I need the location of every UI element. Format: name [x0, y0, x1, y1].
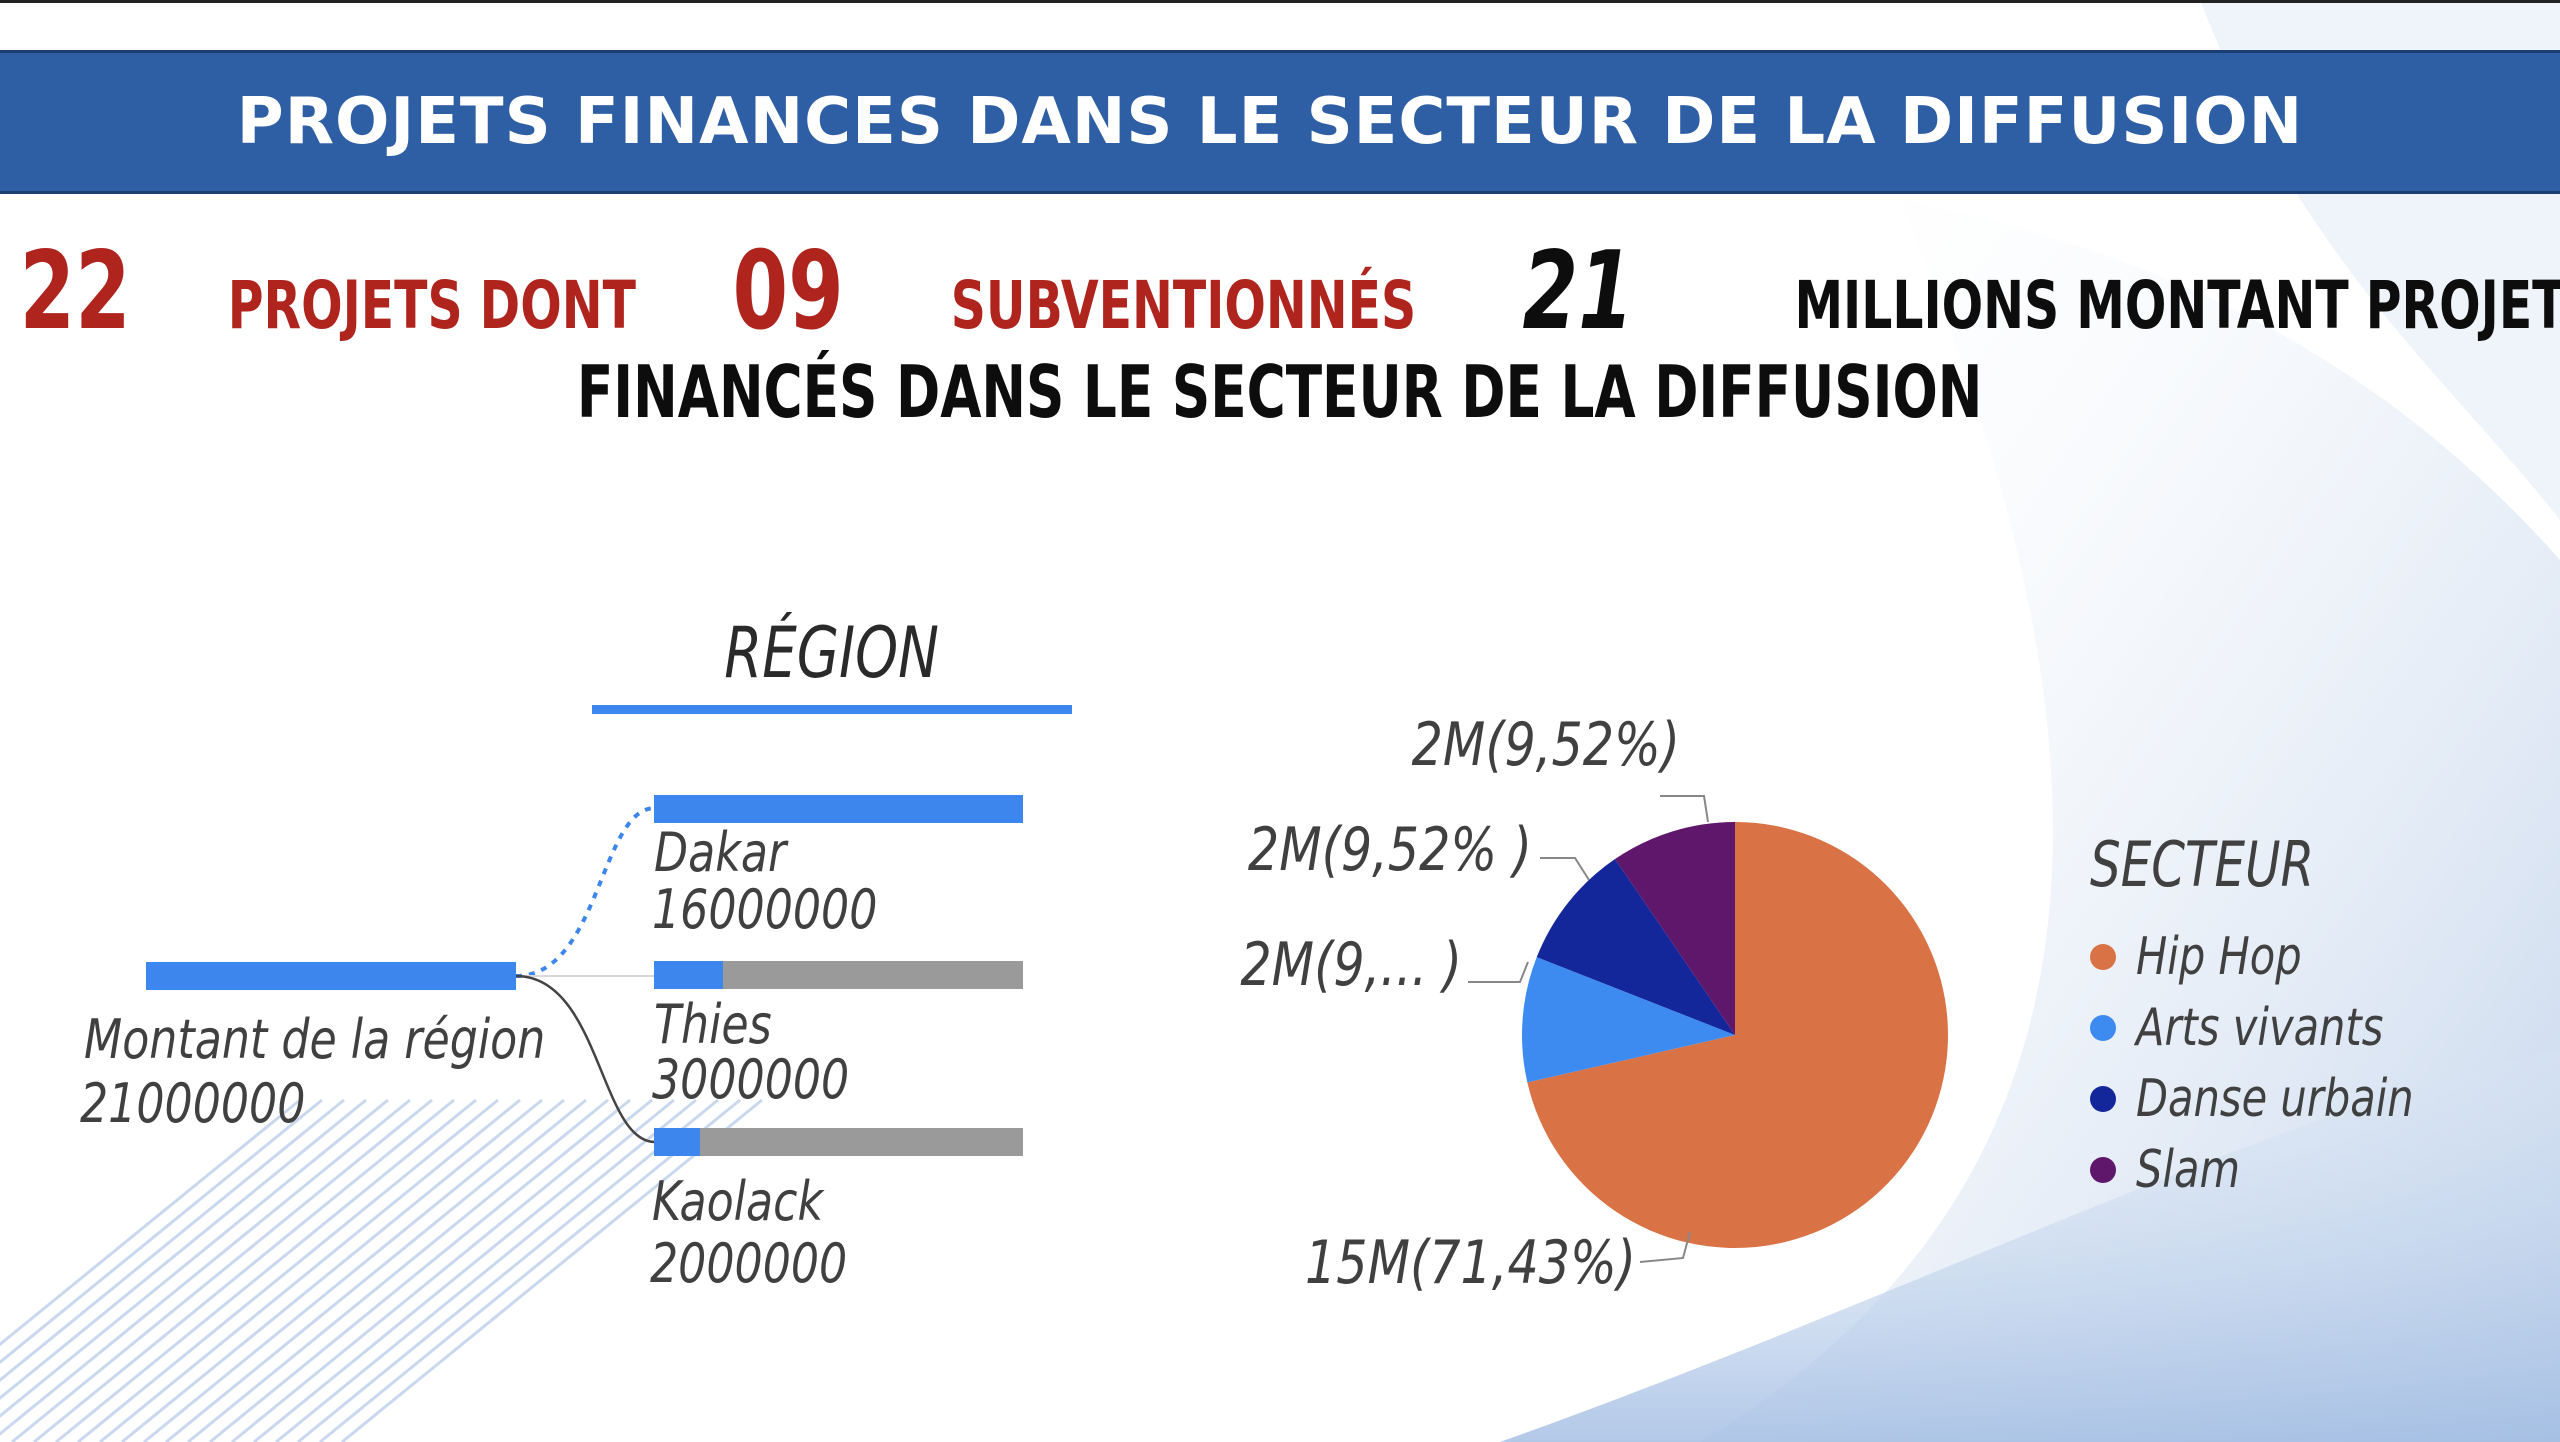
label-kaolack: Kaolack	[652, 1170, 824, 1233]
bg-stripe	[231, 1098, 653, 1442]
pie-slice-arts-vivants[interactable]	[1522, 957, 1735, 1083]
headline-line-2: FINANCÉS DANS LE SECTEUR DE LA DIFFUSION	[0, 350, 2560, 434]
bar-kaolack[interactable]	[654, 1128, 1023, 1156]
bg-stripe	[121, 1098, 543, 1442]
projects-text: PROJETS DONT	[227, 267, 636, 344]
bar-thies-fill	[654, 961, 724, 989]
region-underline	[592, 705, 1072, 714]
legend-label: Danse urbain	[2136, 1069, 2414, 1129]
bg-stripe	[297, 1098, 719, 1442]
bg-stripe	[0, 1098, 389, 1418]
bar-dakar-fill	[654, 795, 1023, 823]
region-title: RÉGION	[592, 612, 1072, 694]
legend-dot	[2090, 944, 2116, 970]
subsidized-text: SUBVENTIONNÉS	[950, 267, 1417, 344]
bar-thies[interactable]	[654, 961, 1023, 989]
legend-item-arts-vivants[interactable]: Arts vivants	[2090, 996, 2445, 1060]
label-thies: Thies	[654, 993, 772, 1056]
bg-stripe	[0, 1098, 367, 1400]
bg-stripe	[0, 1098, 345, 1383]
bg-stripe	[77, 1098, 499, 1442]
top-border	[0, 0, 2560, 3]
label-dakar: Dakar	[654, 821, 787, 884]
pie-slice-danse-urbain[interactable]	[1536, 859, 1735, 1035]
root-bar[interactable]	[146, 962, 516, 990]
root-label: Montant de la région	[84, 1008, 546, 1071]
projects-count: 22	[19, 229, 131, 354]
region-title-text: RÉGION	[724, 612, 940, 694]
bg-stripe	[165, 1098, 587, 1442]
bg-stripe	[0, 1098, 411, 1436]
legend-label: Slam	[2136, 1140, 2240, 1200]
value-thies: 3000000	[652, 1048, 850, 1111]
value-kaolack: 2000000	[650, 1232, 848, 1295]
headline-line-1: 22 PROJETS DONT 09 SUBVENTIONNÉS 21 MILL…	[0, 232, 2560, 366]
amount-value: 21	[1523, 229, 1635, 354]
pie-leader-line	[1639, 1231, 1691, 1263]
legend-dot	[2090, 1015, 2116, 1041]
pie-data-label: 2M(9,... )	[1240, 929, 1462, 999]
pie-leader-line	[1660, 795, 1709, 823]
legend-label: Hip Hop	[2136, 927, 2302, 987]
pie-slice-slam[interactable]	[1615, 822, 1735, 1035]
pie-data-label: 2M(9,52%)	[1412, 709, 1680, 779]
legend-label: Arts vivants	[2136, 998, 2384, 1058]
pie-data-label: 15M(71,43%)	[1305, 1227, 1636, 1297]
root-value: 21000000	[80, 1072, 306, 1135]
bg-stripe	[55, 1098, 477, 1442]
pie-leader-line	[1468, 961, 1529, 983]
bg-stripe	[341, 1098, 763, 1442]
bg-stripe	[0, 1098, 323, 1365]
pie-slice-hip-hop[interactable]	[1527, 822, 1949, 1249]
pie-data-label: 2M(9,52% )	[1248, 814, 1532, 884]
amount-text: MILLIONS MONTANT PROJET	[1794, 267, 2560, 344]
bg-stripe	[275, 1098, 697, 1442]
legend-item-slam[interactable]: Slam	[2090, 1138, 2266, 1202]
legend-title: SECTEUR	[2090, 828, 2315, 901]
legend-item-hip-hop[interactable]: Hip Hop	[2090, 925, 2343, 989]
bar-dakar[interactable]	[654, 795, 1023, 823]
title-banner: PROJETS FINANCES DANS LE SECTEUR DE LA D…	[0, 50, 2560, 194]
legend-dot	[2090, 1086, 2116, 1112]
bg-stripe	[0, 1098, 301, 1347]
bg-stripe	[143, 1098, 565, 1442]
legend-dot	[2090, 1157, 2116, 1183]
bg-stripe	[209, 1098, 631, 1442]
bg-stripe	[187, 1098, 609, 1442]
bar-kaolack-fill	[654, 1128, 701, 1156]
value-dakar: 16000000	[652, 878, 878, 941]
banner-title: PROJETS FINANCES DANS LE SECTEUR DE LA D…	[236, 85, 2304, 159]
legend-item-danse-urbain[interactable]: Danse urbain	[2090, 1067, 2483, 1131]
bg-stripe	[319, 1098, 741, 1442]
subsidized-count: 09	[732, 229, 844, 354]
bg-stripe	[253, 1098, 675, 1442]
headline-line-2-text: FINANCÉS DANS LE SECTEUR DE LA DIFFUSION	[577, 350, 1983, 434]
bg-stripe	[99, 1098, 521, 1442]
bg-stripe	[11, 1098, 433, 1442]
pie-leader-line	[1540, 857, 1590, 881]
bg-stripe	[33, 1098, 455, 1442]
